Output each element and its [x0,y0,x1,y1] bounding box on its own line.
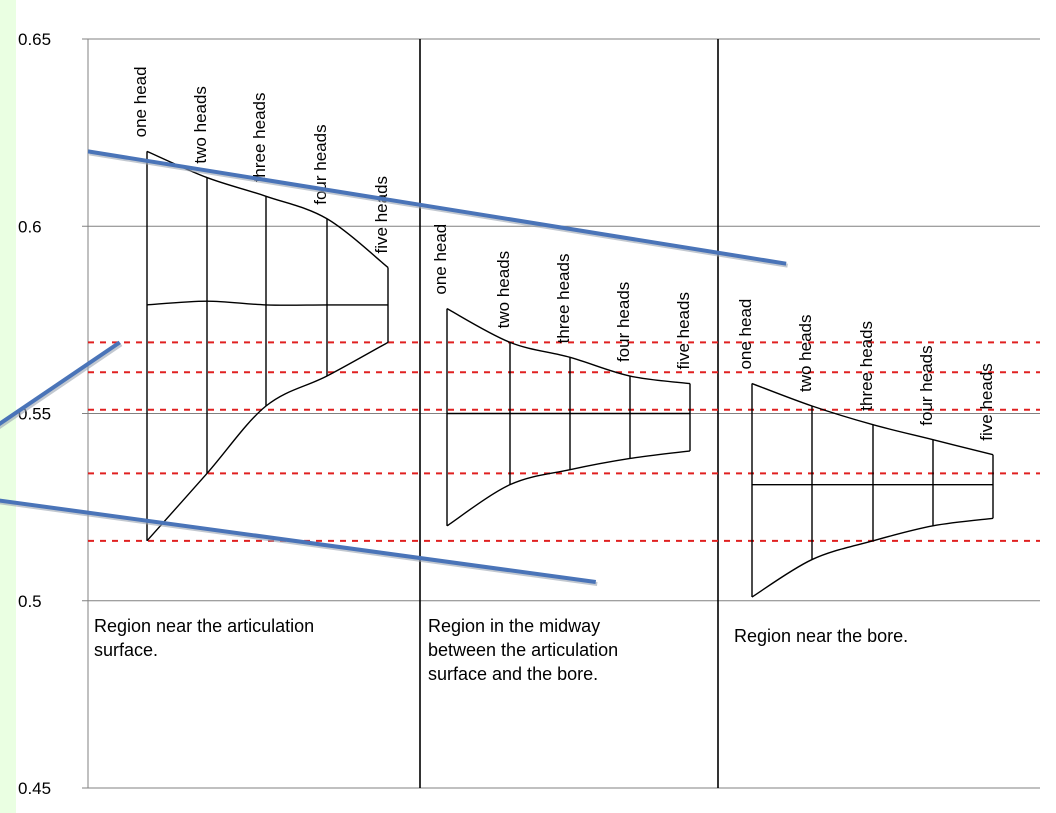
head-count-label: two heads [796,315,815,393]
y-tick-label: 0.65 [18,30,51,49]
lower-trend-line [0,498,597,585]
head-count-label: five heads [372,176,391,254]
head-count-label: five heads [674,292,693,370]
region-label: Region near the bore. [734,626,908,646]
head-count-label: one head [431,224,450,295]
head-count-label: three heads [554,254,573,344]
head-count-label: one head [131,66,150,137]
region-label: Region near the articulation [94,616,314,636]
lower-bound-curve [146,341,389,542]
head-count-label: three heads [857,321,876,411]
head-count-label: four heads [311,124,330,204]
y-tick-label: 0.5 [18,592,42,611]
lower-bound-curve [751,517,994,598]
middle-trend-line [0,340,121,427]
region-label: surface. [94,640,158,660]
region-label: between the articulation [428,640,618,660]
head-count-label: two heads [494,251,513,329]
region-label: surface and the bore. [428,664,598,684]
upper-trend-line [87,149,787,266]
upper-bound-curve [446,308,691,385]
y-tick-label: 0.45 [18,779,51,798]
chart-panel [16,0,1056,813]
head-count-label: four heads [614,282,633,362]
trend-line-shadow [0,342,123,430]
lower-bound-curve [446,450,691,527]
head-count-label: four heads [917,345,936,425]
mean-curve [146,300,388,306]
region-label: Region in the midway [428,616,600,636]
head-count-label: five heads [977,363,996,441]
head-count-label: one head [736,299,755,370]
upper-bound-curve [751,382,994,456]
y-tick-label: 0.6 [18,217,42,236]
head-count-label: two heads [191,86,210,164]
head-count-label: three heads [250,92,269,182]
